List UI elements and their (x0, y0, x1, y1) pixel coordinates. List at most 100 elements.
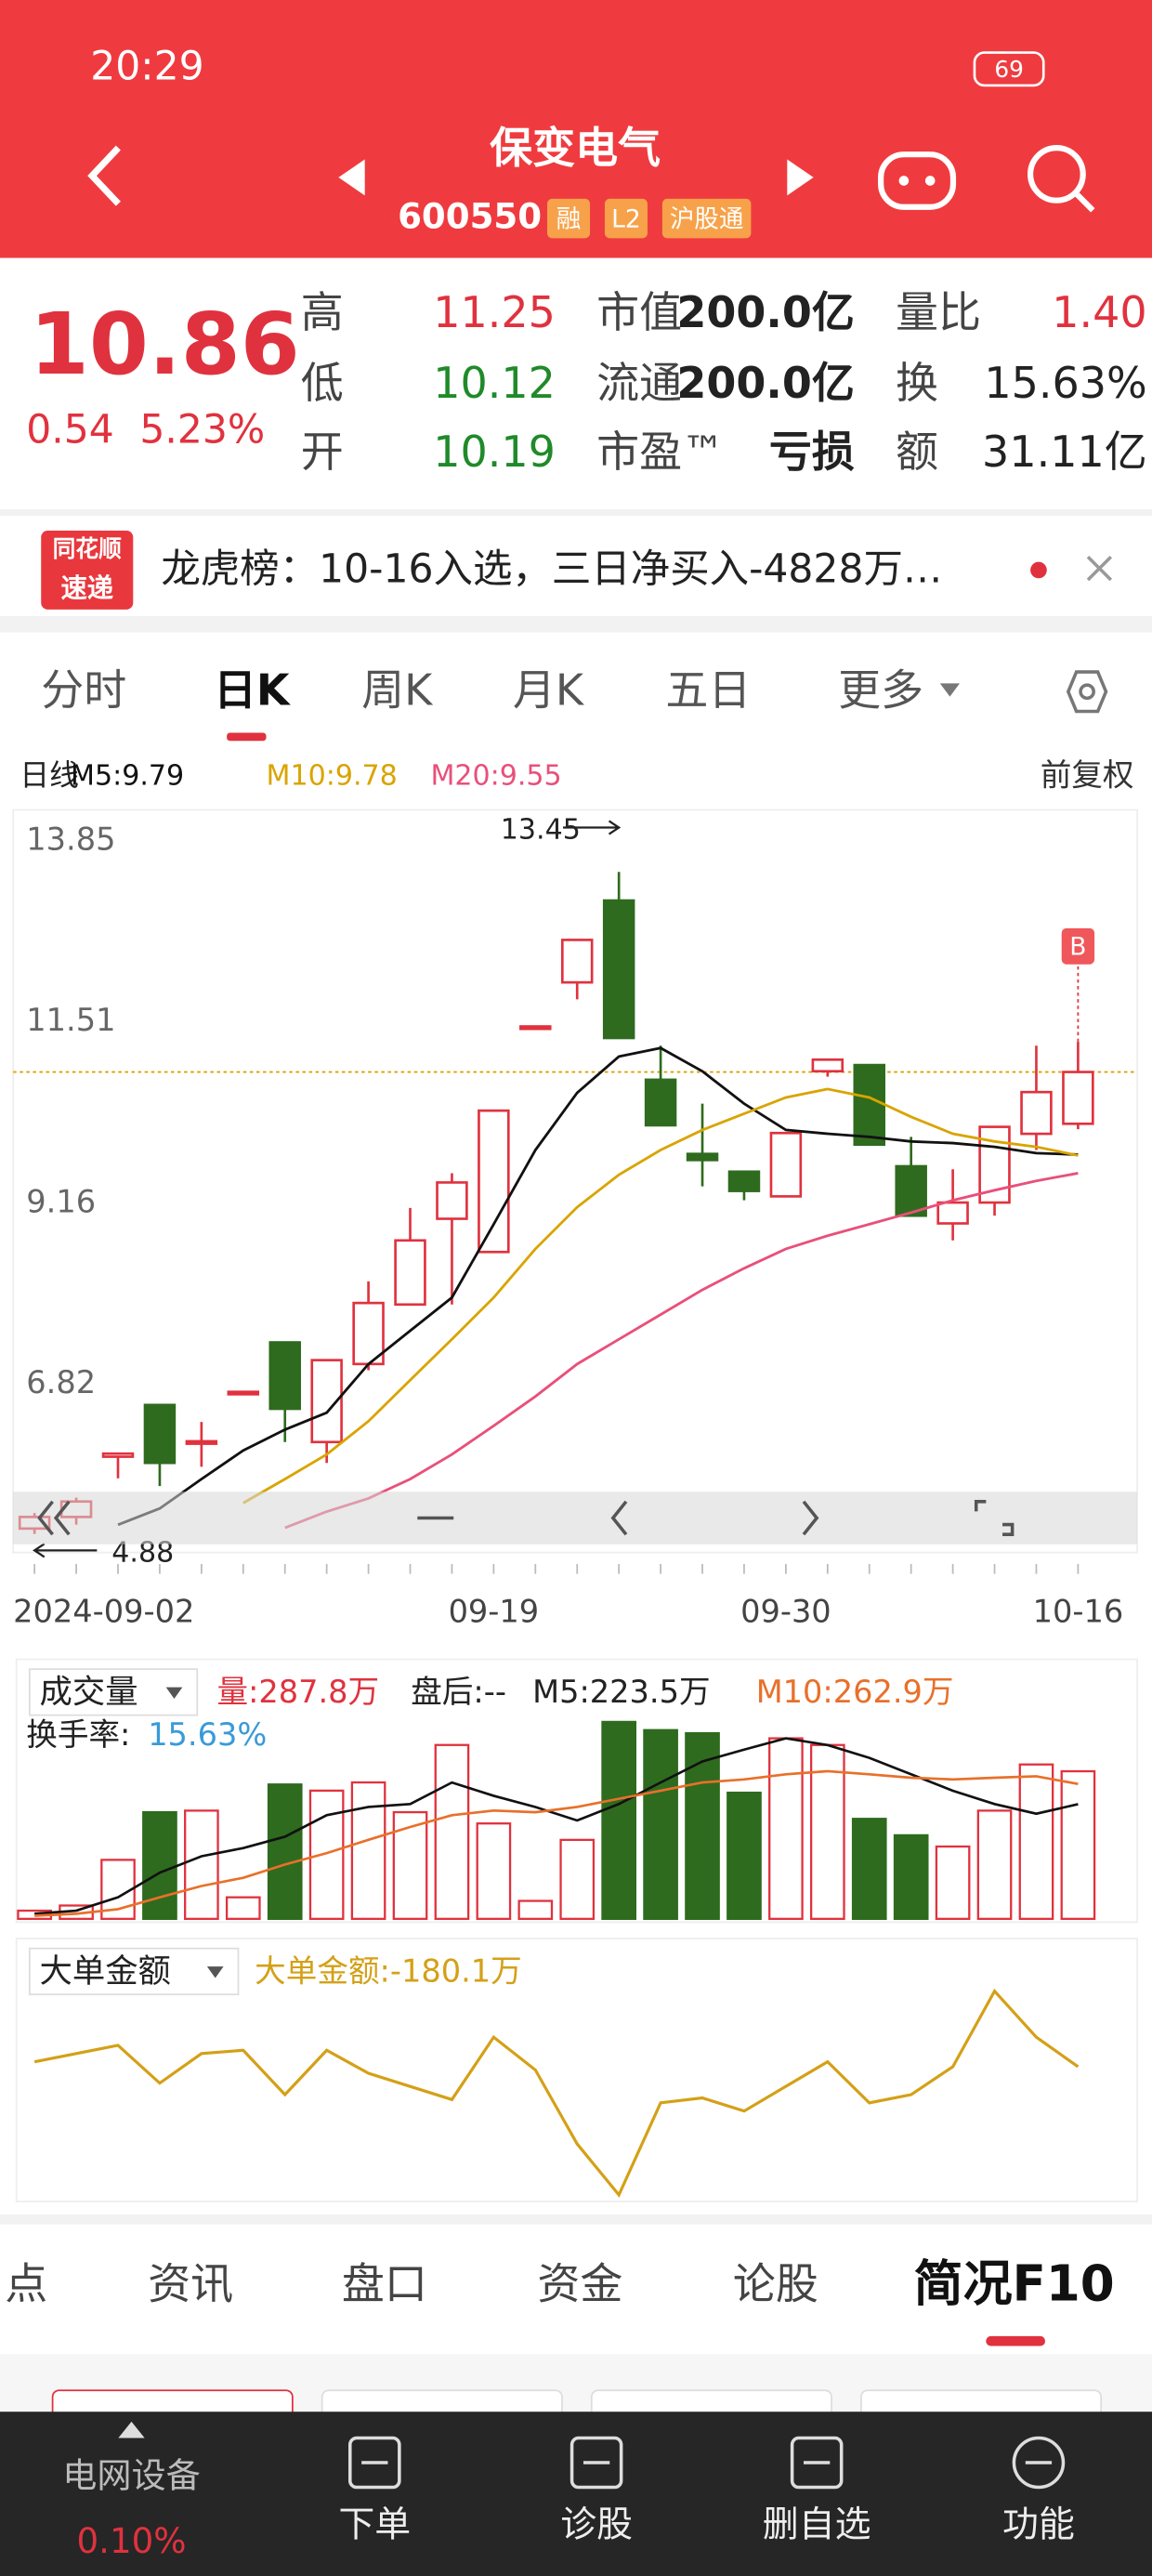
y-tick-label: 11.51 (26, 1002, 115, 1038)
nav-icon[interactable] (1012, 2436, 1066, 2490)
buy-marker-text: B (1069, 933, 1086, 962)
field-label: 量比 (896, 287, 981, 337)
panel-selector[interactable] (28, 1947, 240, 1996)
candle-body (478, 1109, 510, 1254)
tag: 融 (556, 204, 582, 233)
tab[interactable]: 日K (214, 665, 292, 716)
candle-body (895, 1164, 927, 1217)
nav-label[interactable]: 诊股 (560, 2504, 633, 2545)
bottom-tab[interactable]: 盘口 (342, 2258, 427, 2308)
y-tick-label: 13.85 (26, 821, 115, 858)
candle-body (101, 1452, 135, 1458)
control-right[interactable] (802, 1500, 819, 1536)
nav-label[interactable]: 功能 (1002, 2504, 1075, 2545)
control-rewind[interactable] (37, 1500, 71, 1536)
control-fullscreen[interactable] (974, 1500, 1015, 1536)
tab[interactable]: 月K (513, 665, 585, 716)
after-hours: 盘后:-- (411, 1674, 506, 1710)
candle-body (1020, 1090, 1053, 1136)
field-label: 额 (896, 427, 938, 477)
index-name[interactable]: 电网设备 (62, 2455, 201, 2495)
bottom-tab[interactable]: 论股 (733, 2258, 818, 2308)
next-stock[interactable] (787, 159, 814, 196)
volume-bar (350, 1781, 386, 1921)
battery-level: 69 (994, 56, 1024, 83)
volume-bar (1060, 1769, 1096, 1921)
panel-selector[interactable] (28, 1668, 199, 1716)
badge-bottom: 速递 (60, 573, 113, 604)
nav-items: 下单 诊股 删自选 功能 (338, 2436, 1075, 2545)
kline-frame (12, 808, 1138, 1554)
back-button[interactable] (87, 145, 121, 206)
control-left[interactable] (610, 1500, 628, 1536)
search-icon[interactable] (1028, 145, 1095, 213)
clock: 20:29 (90, 45, 203, 90)
volume-bar (727, 1791, 762, 1921)
expand-arrow[interactable] (118, 2421, 145, 2438)
close-news[interactable] (1086, 556, 1113, 582)
panel-title[interactable]: 大单金额 (39, 1952, 170, 1991)
tag-bg (547, 198, 591, 239)
prev-stock[interactable] (338, 159, 365, 196)
index-change: 0.10% (77, 2521, 187, 2561)
nav-icon[interactable] (569, 2436, 623, 2490)
nav-label[interactable]: 下单 (338, 2504, 411, 2545)
search-handle[interactable] (1074, 191, 1095, 213)
settings-icon[interactable] (1066, 670, 1108, 714)
volume-bar (601, 1720, 637, 1921)
tab[interactable]: 周K (361, 665, 434, 716)
volume-bar (267, 1783, 303, 1921)
price: 10.86 (30, 295, 300, 394)
settings-dot[interactable] (1079, 683, 1095, 701)
bottom-tabs: 点 资讯 盘口 资金 论股 简况F10 (5, 2255, 1115, 2346)
separator (0, 2215, 1152, 2225)
candle-body (1062, 1071, 1094, 1125)
bottom-tab[interactable]: 点 (5, 2258, 47, 2308)
legend-entry: M10:262.9万 (756, 1674, 954, 1710)
nav-icon[interactable] (790, 2436, 844, 2490)
legend-entry: M20:9.55 (430, 760, 561, 793)
x-tick-label: 2024-09-02 (13, 1594, 194, 1630)
news-text[interactable]: 龙虎榜：10-16入选，三日净买入-4828万… (161, 547, 942, 593)
separator (0, 615, 1152, 633)
volume-bar (685, 1731, 720, 1921)
bottom-tab[interactable]: 资讯 (148, 2258, 233, 2308)
legend-entry: 量:287.8万 (216, 1674, 379, 1710)
volume-frame (15, 1658, 1138, 1924)
tab-underline (227, 732, 267, 742)
robot-eye[interactable] (898, 176, 910, 186)
robot-icon[interactable] (878, 151, 957, 210)
series-line (117, 1046, 1079, 1527)
series-line (33, 1988, 1080, 2198)
adjust-mode[interactable]: 前复权 (1041, 757, 1134, 794)
tag-bg (604, 198, 648, 239)
y-tick-label: 9.16 (26, 1183, 96, 1219)
series-line (242, 1087, 1079, 1505)
nav-icon[interactable] (348, 2436, 401, 2490)
field-value: 11.25 (433, 287, 556, 337)
stock-code: 600550 (398, 197, 542, 237)
chart-title: 日线 (20, 757, 79, 793)
bottom-tab[interactable]: 资金 (537, 2258, 622, 2308)
panel-title[interactable]: 成交量 (39, 1674, 137, 1712)
dropdown-arrow (939, 683, 961, 697)
buy-marker[interactable] (1061, 927, 1095, 965)
tag-bg (661, 198, 752, 239)
bottom-tab[interactable]: 简况F10 (914, 2255, 1115, 2313)
turnover-label: 换手率: (26, 1716, 130, 1753)
robot-head[interactable] (878, 151, 957, 210)
volume-bar (976, 1809, 1013, 1921)
nav-label[interactable]: 删自选 (763, 2504, 871, 2545)
candle-body (936, 1201, 969, 1225)
change-pct: 5.23% (139, 407, 265, 453)
tab[interactable]: 更多 (838, 665, 923, 716)
robot-eye[interactable] (924, 176, 936, 186)
max-arrow (563, 820, 622, 835)
search-circle[interactable] (1028, 145, 1086, 204)
candle-body (602, 899, 635, 1040)
tab[interactable]: 分时 (41, 665, 126, 716)
volume-bar (434, 1743, 470, 1921)
candle-body (185, 1439, 218, 1445)
tab[interactable]: 五日 (665, 665, 751, 716)
